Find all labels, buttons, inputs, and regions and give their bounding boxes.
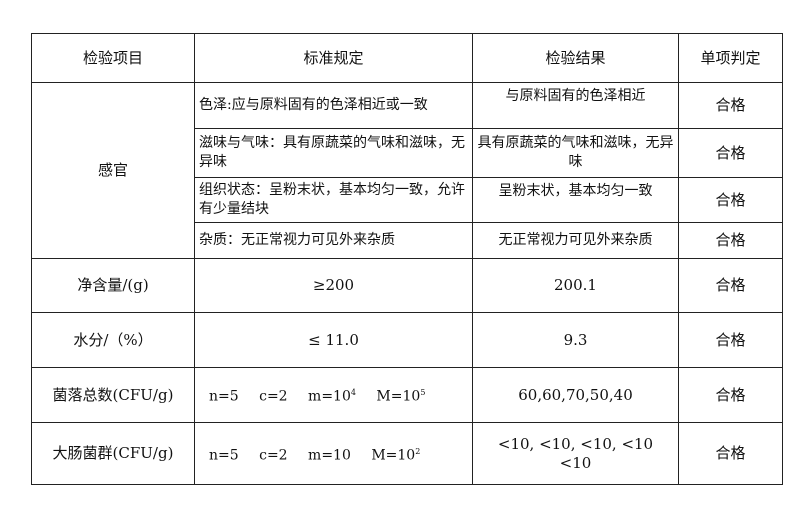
result-cell: 具有原蔬菜的气味和滋味，无异味 xyxy=(472,128,679,178)
header-item: 检验项目 xyxy=(31,33,195,83)
verdict-cell: 合格 xyxy=(678,82,783,129)
table-row: 杂质：无正常视力可见外来杂质 无正常视力可见外来杂质 合格 xyxy=(32,222,783,259)
verdict-cell: 合格 xyxy=(678,128,783,178)
result-line-1: <10, <10, <10, <10 xyxy=(497,434,654,453)
standard-cell: ≤ 11.0 xyxy=(194,312,473,368)
header-result: 检验结果 xyxy=(472,33,679,83)
verdict-cell: 合格 xyxy=(678,367,783,423)
standard-cell: 滋味与气味：具有原蔬菜的气味和滋味，无异味 xyxy=(194,128,473,178)
M-exponent: 5 xyxy=(420,388,426,398)
result-cell: 呈粉末状，基本均匀一致 xyxy=(472,177,679,223)
standard-cell: 色泽:应与原料固有的色泽相近或一致 xyxy=(194,82,473,129)
standard-cell: n=5 c=2 m=10 M=102 xyxy=(194,422,473,485)
header-standard: 标准规定 xyxy=(194,33,473,83)
result-cell: <10, <10, <10, <10 <10 xyxy=(472,422,679,485)
table-row: 感官 色泽:应与原料固有的色泽相近或一致 与原料固有的色泽相近 合格 xyxy=(31,82,783,259)
result-cell: 60,60,70,50,40 xyxy=(472,367,679,423)
verdict-cell: 合格 xyxy=(678,312,783,368)
table-row: 大肠菌群(CFU/g) n=5 c=2 m=10 M=102 <10, <10,… xyxy=(31,422,783,485)
c-value: c=2 xyxy=(259,447,288,464)
result-cell: 9.3 xyxy=(472,312,679,368)
standard-cell: ≥200 xyxy=(194,258,473,313)
header-verdict: 单项判定 xyxy=(678,33,783,83)
coliform-label: 大肠菌群(CFU/g) xyxy=(31,422,195,485)
M-value: M=10 xyxy=(371,447,416,464)
c-value: c=2 xyxy=(259,388,288,405)
m-value: m=10 xyxy=(308,447,351,464)
table-row: 滋味与气味：具有原蔬菜的气味和滋味，无异味 具有原蔬菜的气味和滋味，无异味 合格 xyxy=(32,128,783,178)
m-exponent: 4 xyxy=(350,388,356,398)
table-row: 组织状态：呈粉末状，基本均匀一致，允许有少量结块 呈粉末状，基本均匀一致 合格 xyxy=(32,177,783,223)
n-value: n=5 xyxy=(209,447,239,464)
table-row: 水分/（%） ≤ 11.0 9.3 合格 xyxy=(31,312,783,368)
net-label: 净含量/(g) xyxy=(31,258,195,313)
sensory-label: 感官 xyxy=(31,82,195,259)
n-value: n=5 xyxy=(209,388,239,405)
water-label: 水分/（%） xyxy=(31,312,195,368)
standard-cell: n=5 c=2 m=104 M=105 xyxy=(194,367,473,423)
header-row: 检验项目 标准规定 检验结果 单项判定 xyxy=(31,33,783,83)
result-line-2: <10 xyxy=(559,453,592,472)
result-cell: 无正常视力可见外来杂质 xyxy=(472,222,679,259)
m-value: m=10 xyxy=(308,388,351,405)
table-row: 菌落总数(CFU/g) n=5 c=2 m=104 M=105 60,60,70… xyxy=(31,367,783,423)
standard-cell: 杂质：无正常视力可见外来杂质 xyxy=(194,222,473,259)
verdict-cell: 合格 xyxy=(678,422,783,485)
verdict-cell: 合格 xyxy=(678,177,783,223)
verdict-cell: 合格 xyxy=(678,258,783,313)
result-cell: 与原料固有的色泽相近 xyxy=(472,82,679,129)
M-exponent: 2 xyxy=(415,446,421,456)
colony-label: 菌落总数(CFU/g) xyxy=(31,367,195,423)
standard-cell: 组织状态：呈粉末状，基本均匀一致，允许有少量结块 xyxy=(194,177,473,223)
inspection-table: 检验项目 标准规定 检验结果 单项判定 感官 色泽:应与原料固有的色泽相近或一致… xyxy=(31,33,783,485)
result-cell: 200.1 xyxy=(472,258,679,313)
M-value: M=10 xyxy=(376,388,421,405)
table-row: 净含量/(g) ≥200 200.1 合格 xyxy=(31,258,783,313)
verdict-cell: 合格 xyxy=(678,222,783,259)
